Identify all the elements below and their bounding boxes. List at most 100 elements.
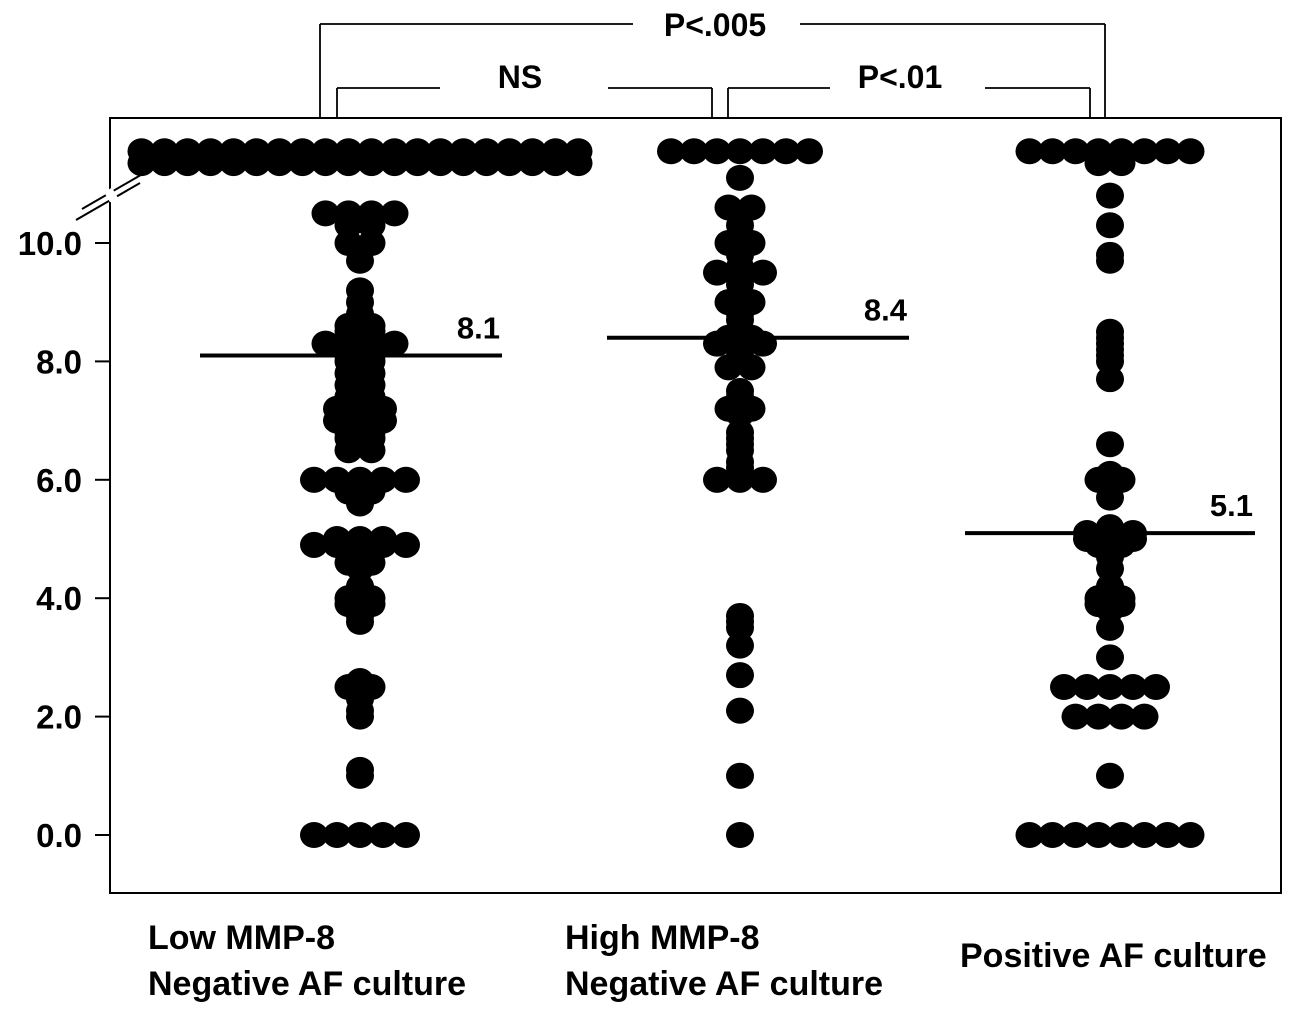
x-category-high-mmp8: High MMP-8 Negative AF culture — [565, 915, 883, 1007]
data-point — [357, 212, 386, 239]
data-point — [392, 531, 420, 558]
data-point — [726, 164, 754, 191]
data-point — [1096, 614, 1124, 641]
y-tick-label: 0.0 — [36, 817, 82, 854]
data-point — [1061, 138, 1090, 165]
data-point — [346, 247, 374, 274]
data-point — [346, 756, 374, 783]
data-point — [426, 138, 455, 165]
data-point — [346, 277, 374, 304]
x-category-label-line2: Negative AF culture — [148, 965, 467, 1003]
median-label: 5.1 — [1210, 488, 1253, 523]
y-tick-label: 6.0 — [36, 462, 82, 499]
data-point — [1096, 460, 1124, 487]
y-tick-label: 4.0 — [36, 580, 82, 617]
bracket-p01-label: P<.01 — [858, 59, 943, 95]
data-point — [1061, 703, 1090, 730]
data-point — [726, 212, 754, 239]
data-point — [726, 454, 754, 481]
data-point — [1084, 703, 1113, 730]
y-tick-label: 10.0 — [18, 225, 82, 262]
data-point — [369, 821, 397, 849]
data-point — [449, 138, 478, 165]
data-point — [1061, 821, 1090, 849]
data-point — [173, 138, 202, 165]
data-point — [346, 697, 374, 724]
data-point — [703, 466, 731, 493]
data-point — [714, 354, 743, 381]
data-point — [1084, 821, 1113, 849]
data-point — [1096, 182, 1124, 209]
data-point — [495, 138, 524, 165]
data-point — [323, 821, 351, 849]
data-point — [1119, 673, 1147, 701]
data-point — [346, 490, 374, 517]
data-point — [1096, 366, 1124, 393]
data-point — [564, 138, 593, 165]
plot-frame — [75, 117, 1282, 894]
data-point — [380, 138, 409, 165]
data-point — [357, 138, 386, 165]
data-point — [334, 212, 363, 239]
data-point — [357, 437, 386, 464]
data-point — [1096, 673, 1124, 701]
data-point — [334, 437, 363, 464]
data-point — [1107, 821, 1136, 849]
data-point — [726, 632, 754, 659]
data-point — [703, 138, 731, 165]
data-point — [1073, 673, 1101, 701]
data-point — [1130, 703, 1159, 730]
x-category-label-line2: Negative AF culture — [565, 965, 884, 1003]
data-point — [1142, 673, 1170, 701]
bracket-p005-label: P<.005 — [664, 7, 766, 43]
data-point — [300, 531, 328, 558]
data-point — [795, 138, 823, 165]
data-point — [1096, 212, 1124, 239]
data-point — [311, 138, 340, 165]
data-point — [1096, 342, 1124, 369]
data-point — [380, 330, 409, 357]
significance-brackets: NS P<.01 P<.005 — [319, 7, 1106, 118]
data-point — [346, 821, 374, 849]
median-label: 8.4 — [864, 293, 908, 328]
data-point — [196, 138, 225, 165]
data-point — [1096, 431, 1124, 458]
data-point — [1038, 138, 1067, 165]
y-tick-label: 8.0 — [36, 343, 82, 380]
data-point — [219, 138, 248, 165]
data-point — [1096, 644, 1124, 671]
data-point — [726, 138, 754, 165]
data-point — [380, 200, 409, 227]
x-category-low-mmp8: Low MMP-8 Negative AF culture — [148, 915, 466, 1007]
data-point — [1153, 138, 1182, 165]
data-point — [288, 138, 317, 165]
data-point — [1050, 673, 1078, 701]
data-point — [1096, 484, 1124, 511]
data-point — [1096, 247, 1124, 274]
data-point — [346, 608, 374, 635]
data-point — [1015, 821, 1044, 849]
data-point — [1153, 821, 1182, 849]
data-point — [726, 662, 754, 689]
data-point — [737, 354, 766, 381]
axis-break-marks — [75, 171, 147, 221]
data-point — [518, 138, 547, 165]
data-point — [726, 762, 754, 789]
data-point — [242, 138, 271, 165]
data-point — [1176, 821, 1205, 849]
x-category-label-line1: Positive AF culture — [960, 937, 1267, 975]
data-point — [1107, 150, 1136, 177]
data-point — [680, 138, 708, 165]
y-axis: 0.0 2.0 4.0 6.0 8.0 10.0 — [18, 225, 110, 854]
data-point — [150, 138, 179, 165]
data-point — [300, 466, 328, 493]
data-point — [403, 138, 432, 165]
x-category-positive-af: Positive AF culture — [960, 933, 1267, 979]
data-point — [392, 821, 420, 849]
data-point — [472, 138, 501, 165]
median-label: 8.1 — [457, 310, 500, 345]
data-point — [749, 259, 777, 286]
x-category-label-line1: Low MMP-8 — [148, 919, 335, 957]
x-category-label-line1: High MMP-8 — [565, 919, 760, 957]
data-point — [1176, 138, 1205, 165]
